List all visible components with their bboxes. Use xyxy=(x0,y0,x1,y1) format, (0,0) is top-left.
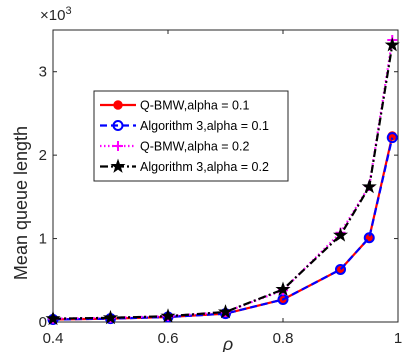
legend-item: Q-BMW,alpha = 0.1 xyxy=(100,99,249,113)
data-point xyxy=(332,227,349,242)
legend-item: Algorithm 3,alpha = 0.1 xyxy=(100,119,269,133)
data-point xyxy=(110,158,126,173)
x-tick-label: 0.8 xyxy=(273,330,294,347)
data-point xyxy=(102,309,119,325)
data-point xyxy=(45,310,61,326)
y-tick-label: 1 xyxy=(39,231,47,248)
legend-item: Q-BMW,alpha = 0.2 xyxy=(100,140,249,154)
data-point xyxy=(160,308,176,323)
data-point xyxy=(112,120,124,131)
series-4 xyxy=(45,37,400,326)
y-axis-label: Mean queue length xyxy=(11,126,31,280)
data-point xyxy=(361,178,377,194)
tick-labels: 0.4 0.6 0.8 1 0 1 2 3 xyxy=(39,64,402,347)
data-point xyxy=(217,304,234,319)
x-tick-label: 0.6 xyxy=(158,330,179,347)
legend-label: Q-BMW,alpha = 0.2 xyxy=(140,140,249,154)
data-point xyxy=(363,232,375,244)
legend-label: Q-BMW,alpha = 0.1 xyxy=(140,99,249,113)
y-exponent-base: ×10 xyxy=(40,7,65,24)
axes-box xyxy=(52,29,399,323)
y-tick-label: 2 xyxy=(39,147,47,164)
x-axis-label: ρ xyxy=(222,334,233,352)
data-point xyxy=(384,37,400,52)
x-tick-label: 1 xyxy=(394,330,402,347)
plot-area xyxy=(45,29,400,326)
data-point xyxy=(113,100,123,110)
y-exponent-power: 3 xyxy=(65,5,71,17)
data-point xyxy=(275,281,291,296)
data-point xyxy=(335,263,346,275)
y-tick-label: 3 xyxy=(39,64,47,81)
data-point xyxy=(113,141,123,151)
y-exponent-label: ×103 xyxy=(40,5,72,24)
series-line xyxy=(52,44,394,320)
data-point xyxy=(386,132,398,144)
y-tick-label: 0 xyxy=(39,314,47,331)
series-line xyxy=(52,39,394,320)
legend-label: Algorithm 3,alpha = 0.1 xyxy=(140,119,269,133)
x-tick-label: 0.4 xyxy=(43,330,64,347)
legend-label: Algorithm 3,alpha = 0.2 xyxy=(140,160,269,174)
legend-item: Algorithm 3,alpha = 0.2 xyxy=(100,158,269,174)
legend: Q-BMW,alpha = 0.1 Algorithm 3,alpha = 0.1… xyxy=(93,90,289,182)
